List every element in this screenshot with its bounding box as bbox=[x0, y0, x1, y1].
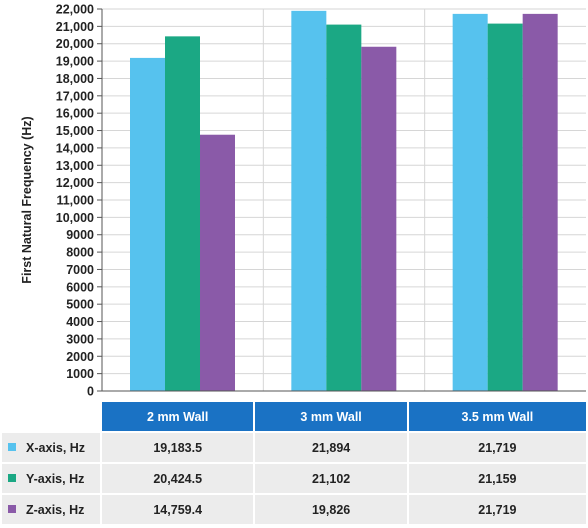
table-row: Y-axis, Hz 20,424.5 21,102 21,159 bbox=[2, 464, 586, 493]
table-cell: 21,894 bbox=[255, 433, 407, 462]
y-tick-label: 6000 bbox=[66, 280, 94, 294]
bar-chart: 0 1000 2000 3000 4000 5000 6000 7000 8000 9000 10,… bbox=[20, 3, 586, 399]
table-cell: 14,759.4 bbox=[102, 495, 254, 524]
y-tick-label: 15,000 bbox=[56, 124, 94, 138]
series-name: Y-axis, Hz bbox=[26, 471, 85, 486]
series-name: X-axis, Hz bbox=[26, 440, 86, 455]
bar-x-axis-hz-1 bbox=[130, 57, 165, 391]
y-tick-label: 0 bbox=[87, 385, 94, 399]
legend-swatch bbox=[8, 473, 16, 482]
bar-y-axis-hz-1 bbox=[165, 36, 200, 391]
y-tick-label: 5000 bbox=[66, 298, 94, 312]
bar-y-axis-hz-2 bbox=[326, 24, 362, 392]
y-axis-title: First Natural Frequency (Hz) bbox=[20, 116, 34, 283]
bar-z-axis-hz-1 bbox=[200, 134, 235, 391]
series-label-cell: Z-axis, Hz bbox=[2, 495, 100, 524]
bar-x-axis-hz-2 bbox=[291, 10, 327, 391]
bar-z-axis-hz-3 bbox=[522, 13, 558, 392]
y-tick-label: 7000 bbox=[66, 263, 94, 277]
bar-z-axis-hz-2 bbox=[361, 46, 397, 392]
y-tick-label: 1000 bbox=[66, 367, 94, 381]
bar-y-axis-hz-3 bbox=[487, 23, 523, 392]
y-tick-label: 20,000 bbox=[56, 37, 94, 51]
y-tick-label: 2000 bbox=[66, 350, 94, 364]
y-axis-ticks: 0 1000 2000 3000 4000 5000 6000 7000 8000 9000 10,… bbox=[56, 3, 102, 399]
y-tick-label: 3000 bbox=[66, 332, 94, 346]
legend-swatch bbox=[8, 504, 16, 513]
y-tick-label: 10,000 bbox=[56, 211, 94, 225]
table-header-row: 2 mm Wall 3 mm Wall 3.5 mm Wall bbox=[2, 402, 586, 431]
data-table: 2 mm Wall 3 mm Wall 3.5 mm Wall X-axis, … bbox=[0, 400, 588, 526]
y-tick-label: 8000 bbox=[66, 246, 94, 260]
table-cell: 21,719 bbox=[408, 433, 586, 462]
legend-swatch bbox=[8, 442, 16, 451]
y-tick-label: 21,000 bbox=[56, 20, 94, 34]
bars bbox=[130, 10, 558, 392]
y-tick-label: 18,000 bbox=[56, 72, 94, 86]
table-header-cell: 3.5 mm Wall bbox=[408, 402, 586, 431]
y-tick-label: 11,000 bbox=[56, 194, 94, 208]
table-cell: 21,159 bbox=[408, 464, 586, 493]
y-tick-label: 9000 bbox=[66, 228, 94, 242]
series-name: Z-axis, Hz bbox=[26, 502, 85, 517]
table-header-cell: 2 mm Wall bbox=[102, 402, 254, 431]
bar-x-axis-hz-3 bbox=[452, 13, 488, 392]
table-row: X-axis, Hz 19,183.5 21,894 21,719 bbox=[2, 433, 586, 462]
series-label-cell: Y-axis, Hz bbox=[2, 464, 100, 493]
table-row: Z-axis, Hz 14,759.4 19,826 21,719 bbox=[2, 495, 586, 524]
y-tick-label: 14,000 bbox=[56, 141, 94, 155]
table-cell: 19,183.5 bbox=[102, 433, 254, 462]
table-cell: 19,826 bbox=[255, 495, 407, 524]
y-tick-label: 22,000 bbox=[56, 3, 94, 17]
y-tick-label: 16,000 bbox=[56, 107, 94, 121]
y-tick-label: 17,000 bbox=[56, 89, 94, 103]
table-cell: 20,424.5 bbox=[102, 464, 254, 493]
table-cell: 21,102 bbox=[255, 464, 407, 493]
table-cell: 21,719 bbox=[408, 495, 586, 524]
table-corner bbox=[2, 402, 100, 431]
y-tick-label: 19,000 bbox=[56, 55, 94, 69]
y-tick-label: 12,000 bbox=[56, 176, 94, 190]
series-label-cell: X-axis, Hz bbox=[2, 433, 100, 462]
y-tick-label: 13,000 bbox=[56, 159, 94, 173]
y-tick-label: 4000 bbox=[66, 315, 94, 329]
table-header-cell: 3 mm Wall bbox=[255, 402, 407, 431]
